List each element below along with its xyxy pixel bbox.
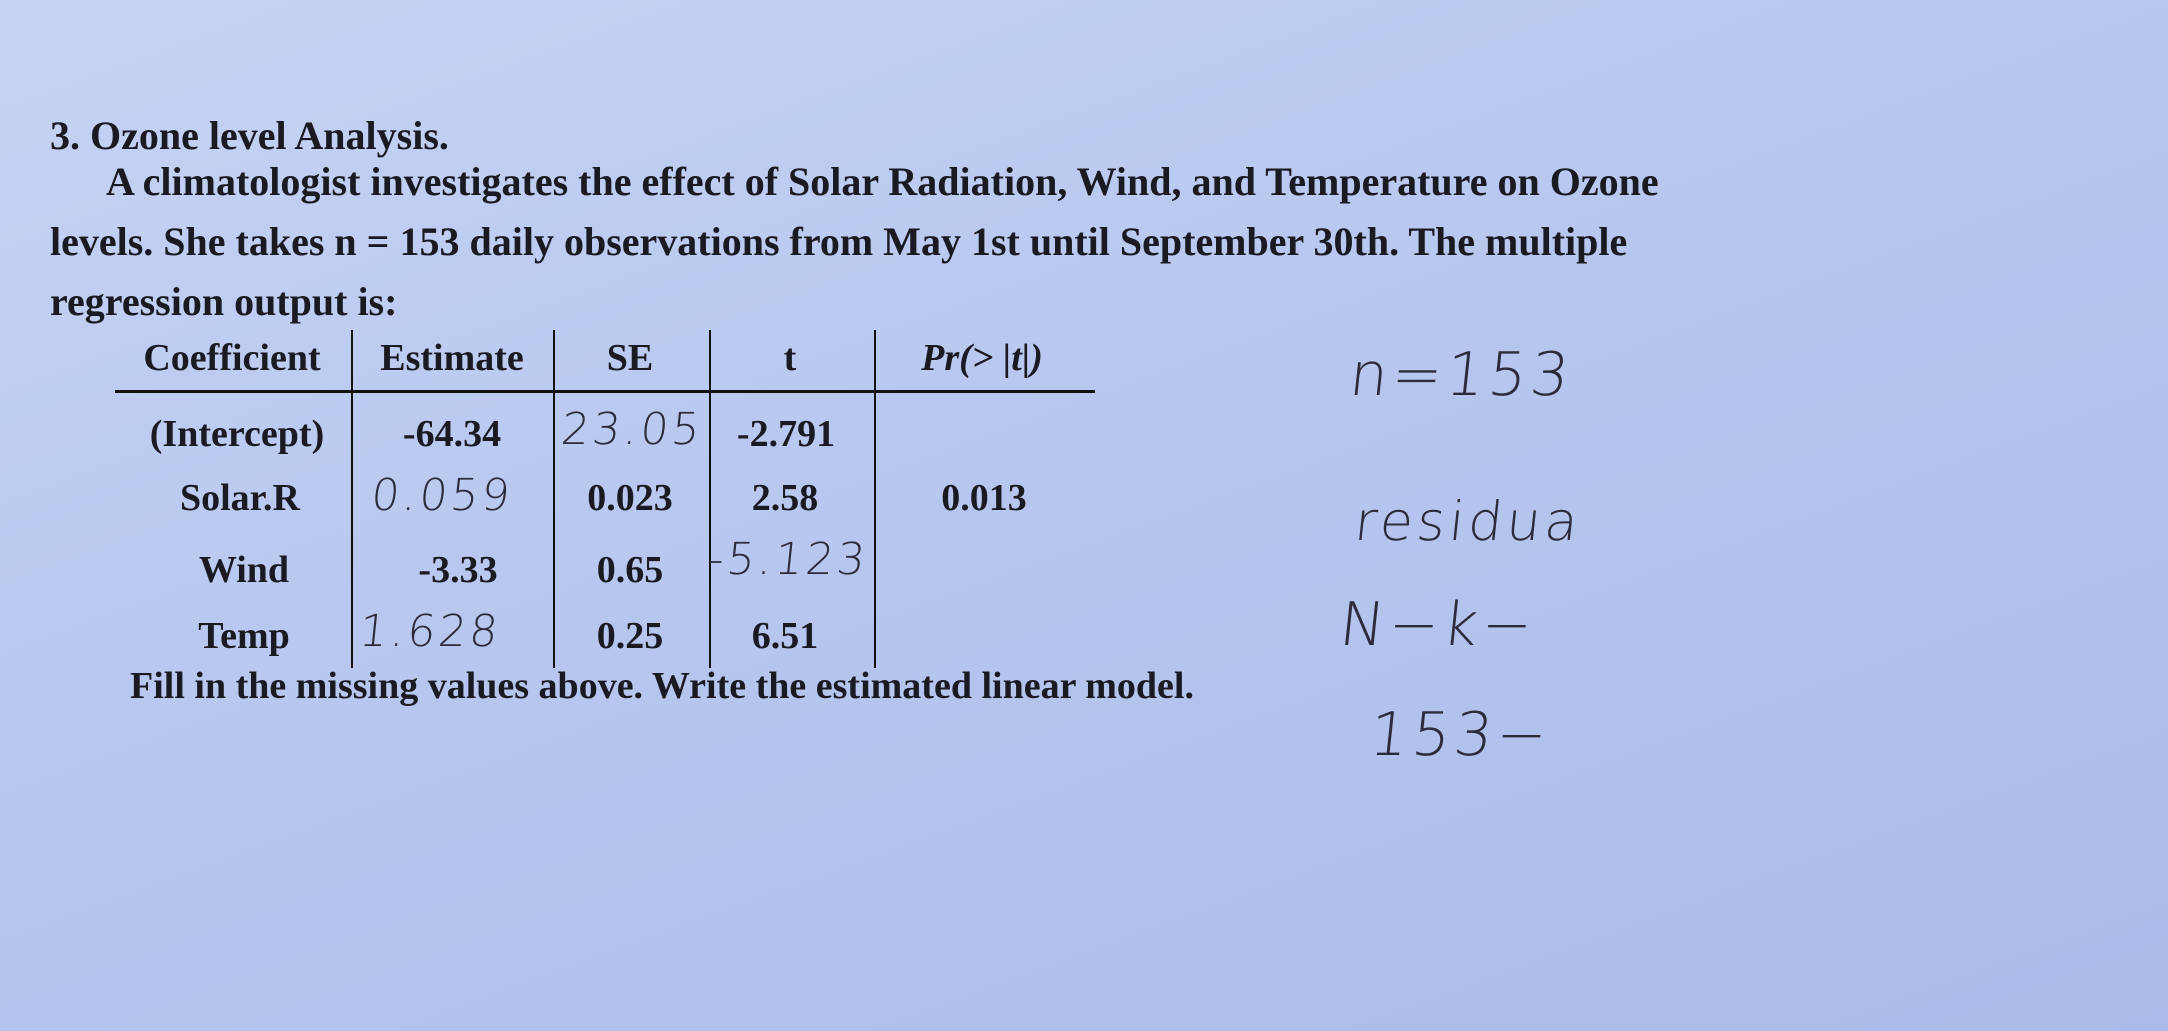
- handwritten-cell: 1.628: [356, 606, 504, 657]
- title: 3. Ozone level Analysis.: [50, 113, 449, 158]
- column-rule: [874, 330, 876, 668]
- header-cell: Coefficient: [143, 337, 321, 379]
- header-rule: [115, 390, 1095, 393]
- table-cell: 0.25: [596, 615, 664, 657]
- paragraph-line: regression output is:: [50, 279, 398, 324]
- table-cell: Solar.R: [179, 477, 301, 519]
- table-cell: (Intercept): [149, 413, 325, 455]
- table-cell: Wind: [198, 549, 290, 591]
- handwritten-note: 153−: [1366, 700, 1555, 770]
- header-cell: Estimate: [380, 337, 524, 379]
- header-cell: SE: [606, 337, 654, 379]
- paragraph-line: levels. She takes n = 153 daily observat…: [50, 219, 1628, 264]
- column-rule: [709, 330, 711, 668]
- paragraph-line: A climatologist investigates the effect …: [106, 159, 1659, 204]
- handwritten-cell: -5.123: [705, 534, 871, 585]
- header-cell: Pr(> |t|): [921, 337, 1043, 379]
- table-cell: 0.65: [596, 549, 664, 591]
- header-cell: t: [783, 337, 797, 379]
- table-cell: 6.51: [751, 615, 819, 657]
- instruction: Fill in the missing values above. Write …: [130, 665, 1194, 707]
- handwritten-cell: 23.05: [558, 404, 706, 455]
- table-cell: 0.013: [941, 477, 1027, 519]
- table-cell: Temp: [198, 615, 290, 657]
- table-cell: -64.34: [402, 413, 502, 455]
- handwritten-note: n=153: [1346, 340, 1577, 410]
- handwritten-note: residua: [1351, 490, 1586, 553]
- table-cell: 0.023: [587, 477, 673, 519]
- table-cell: -2.791: [736, 413, 836, 455]
- table-cell: -3.33: [418, 549, 498, 591]
- handwritten-cell: 0.059: [368, 470, 516, 521]
- table-cell: 2.58: [751, 477, 819, 519]
- column-rule: [351, 330, 353, 668]
- handwritten-note: N−k−: [1336, 590, 1540, 660]
- column-rule: [553, 330, 555, 668]
